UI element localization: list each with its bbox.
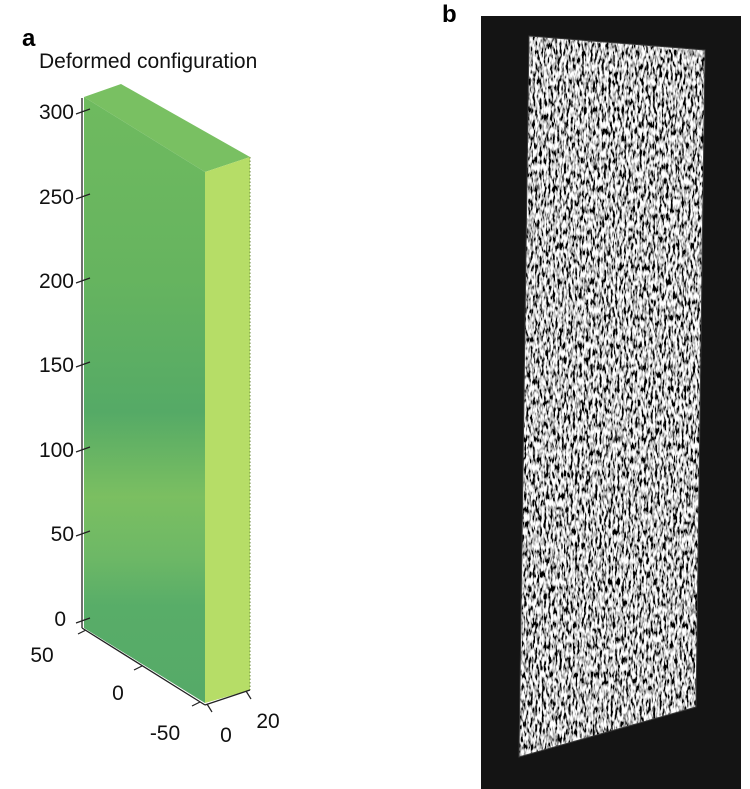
z-tick-mark	[75, 617, 91, 624]
y-tick-mark	[77, 629, 87, 635]
z-tick-mark	[75, 108, 91, 115]
y-tick-mark	[191, 701, 201, 707]
y-tick-label: -50	[150, 722, 180, 745]
z-tick-mark	[75, 446, 91, 453]
speckle-pattern	[519, 36, 705, 757]
panel-a-letter: a	[22, 25, 36, 52]
z-tick-labels: 300 250 200 150 100 50 0	[39, 101, 74, 631]
x-axis-line	[204, 689, 251, 706]
panel-b: b	[442, 1, 741, 789]
z-tick-mark	[75, 530, 91, 537]
z-tick-label: 300	[39, 101, 74, 124]
z-tick-label: 0	[54, 608, 66, 631]
z-tick-label: 100	[39, 439, 74, 462]
speckle-specimen	[519, 36, 705, 757]
y-tick-marks	[77, 629, 201, 707]
x-tick-mark	[245, 690, 252, 700]
z-tick-mark	[75, 277, 91, 284]
x-tick-labels: 0 20	[220, 710, 280, 747]
z-tick-mark	[75, 193, 91, 200]
x-tick-marks	[206, 690, 252, 713]
y-tick-label: 0	[112, 682, 124, 705]
panel-a: a Deformed configuration 300 250 200 150	[22, 25, 280, 747]
z-tick-label: 200	[39, 270, 74, 293]
panel-a-title: Deformed configuration	[39, 50, 257, 73]
y-tick-labels: 50 0 -50	[30, 644, 180, 745]
z-tick-marks	[75, 108, 91, 624]
z-tick-mark	[75, 361, 91, 368]
y-axis-line	[81, 627, 206, 706]
panel-b-letter: b	[442, 1, 457, 28]
deformed-block	[84, 84, 251, 703]
x-tick-mark	[206, 703, 213, 713]
x-tick-label: 0	[220, 724, 232, 747]
y-tick-label: 50	[30, 644, 53, 667]
x-tick-label: 20	[256, 710, 279, 733]
z-tick-label: 50	[51, 523, 74, 546]
block-top-face	[84, 84, 250, 172]
z-tick-label: 150	[39, 354, 74, 377]
block-front-face	[84, 97, 205, 703]
y-tick-mark	[133, 665, 143, 671]
z-tick-label: 250	[39, 186, 74, 209]
block-side-face	[205, 157, 250, 703]
specimen-outline	[518, 35, 706, 758]
